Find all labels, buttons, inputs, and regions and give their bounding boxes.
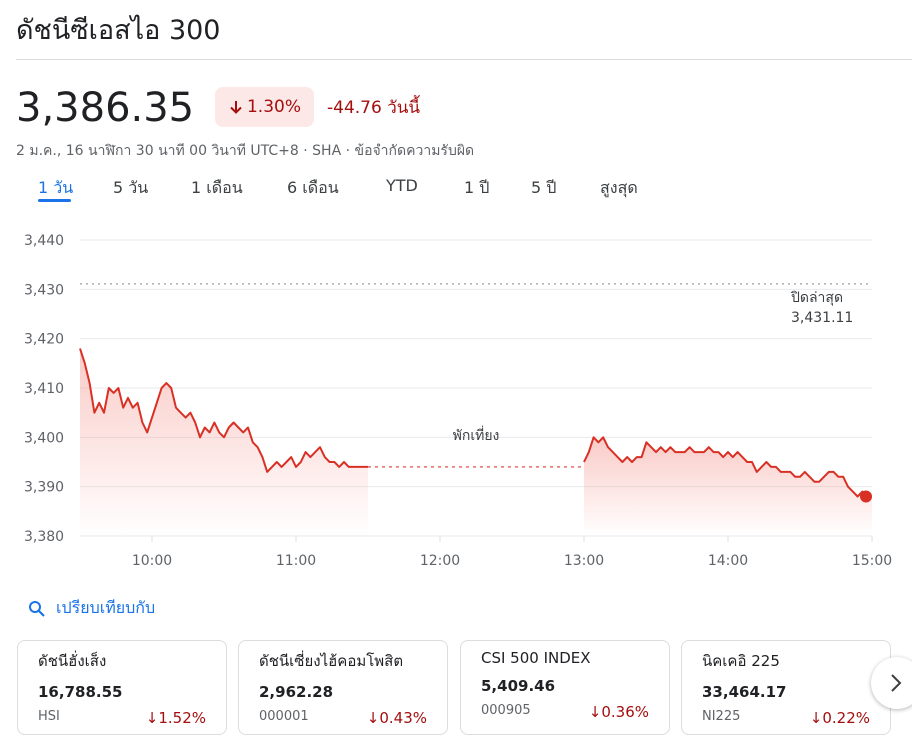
tab-1d[interactable]: 1 วัน bbox=[38, 178, 74, 197]
x-tick-label: 15:00 bbox=[852, 553, 892, 569]
y-tick-label: 3,430 bbox=[24, 282, 64, 298]
tab-6m[interactable]: 6 เดือน bbox=[287, 178, 339, 197]
afternoon-series-area bbox=[584, 437, 872, 536]
change-percent-badge: 1.30% bbox=[215, 87, 314, 127]
tab-ytd[interactable]: YTD bbox=[386, 176, 418, 195]
change-percent: 1.30% bbox=[246, 97, 301, 117]
tab-max[interactable]: สูงสุด bbox=[600, 178, 638, 197]
last-price-marker bbox=[860, 490, 872, 503]
arrow-down-icon: ↓ bbox=[809, 709, 823, 727]
y-tick-label: 3,410 bbox=[24, 381, 64, 397]
card-price: 5,409.46 bbox=[481, 677, 556, 695]
card-symbol: NI225 bbox=[702, 709, 741, 724]
card-change: ↓1.52% bbox=[146, 709, 206, 727]
compare-button[interactable]: เปรียบเทียบกับ bbox=[28, 596, 155, 621]
compare-label: เปรียบเทียบกับ bbox=[56, 598, 156, 617]
change-absolute: -44.76 วันนี้ bbox=[327, 98, 420, 118]
tab-5d[interactable]: 5 วัน bbox=[113, 178, 149, 197]
x-tick-label: 13:00 bbox=[564, 553, 604, 569]
quote-meta: 2 ม.ค., 16 นาฬิกา 30 นาที 00 วินาที UTC+… bbox=[16, 143, 475, 159]
card-price: 16,788.55 bbox=[38, 683, 123, 701]
card-change-value: 0.36% bbox=[601, 703, 649, 721]
card-price: 33,464.17 bbox=[702, 683, 787, 701]
lunch-break-label: พักเที่ยง bbox=[453, 426, 500, 444]
prev-close-label: ปิดล่าสุด bbox=[791, 290, 844, 306]
range-tabs: 1 วัน 5 วัน 1 เดือน 6 เดือน YTD 1 ปี 5 ป… bbox=[0, 172, 912, 212]
search-icon bbox=[29, 600, 45, 617]
card-change-value: 0.43% bbox=[379, 709, 427, 727]
card-name: ดัชนีฮั่งเส็ง bbox=[38, 652, 107, 670]
chevron-right-icon bbox=[891, 674, 902, 692]
card-symbol: 000001 bbox=[259, 709, 309, 724]
y-tick-label: 3,420 bbox=[24, 332, 64, 348]
card-name: ดัชนีเซี่ยงไฮ้คอมโพสิต bbox=[259, 652, 404, 670]
price-chart[interactable]: 3,440 3,430 3,420 3,410 3,400 3,390 3,380 10:00… bbox=[0, 215, 912, 585]
current-price: 3,386.35 bbox=[16, 85, 195, 131]
arrow-down-icon bbox=[230, 101, 242, 114]
compare-card-hsi[interactable]: ดัชนีฮั่งเส็ง 16,788.55 HSI ↓1.52% bbox=[17, 640, 227, 735]
active-tab-indicator bbox=[38, 199, 71, 202]
y-tick-label: 3,400 bbox=[24, 430, 64, 446]
card-change: ↓0.43% bbox=[367, 709, 427, 727]
arrow-down-icon: ↓ bbox=[366, 709, 380, 727]
card-change-value: 1.52% bbox=[158, 709, 206, 727]
prev-close-value: 3,431.11 bbox=[791, 310, 853, 326]
card-change: ↓0.36% bbox=[589, 703, 649, 721]
tab-1y[interactable]: 1 ปี bbox=[464, 178, 490, 197]
y-tick-label: 3,390 bbox=[24, 480, 64, 496]
compare-card-000001[interactable]: ดัชนีเซี่ยงไฮ้คอมโพสิต 2,962.28 000001 ↓… bbox=[238, 640, 448, 735]
card-price: 2,962.28 bbox=[259, 683, 334, 701]
y-tick-label: 3,440 bbox=[24, 233, 64, 249]
x-tick-label: 14:00 bbox=[708, 553, 748, 569]
next-cards-button[interactable] bbox=[871, 657, 912, 709]
card-symbol: HSI bbox=[38, 709, 60, 724]
card-change: ↓0.22% bbox=[810, 709, 870, 727]
compare-card-ni225[interactable]: นิคเคอิ 225 33,464.17 NI225 ↓0.22% bbox=[681, 640, 891, 735]
card-change-value: 0.22% bbox=[822, 709, 870, 727]
tab-1m[interactable]: 1 เดือน bbox=[191, 178, 243, 197]
x-tick-label: 10:00 bbox=[132, 553, 172, 569]
morning-series-area bbox=[80, 348, 368, 536]
page-title: ดัชนีซีเอสไอ 300 bbox=[16, 15, 221, 46]
header-divider bbox=[16, 59, 912, 60]
y-tick-label: 3,380 bbox=[24, 529, 64, 545]
x-tick-label: 12:00 bbox=[420, 553, 460, 569]
arrow-down-icon: ↓ bbox=[145, 709, 159, 727]
card-name: CSI 500 INDEX bbox=[481, 649, 591, 667]
compare-card-000905[interactable]: CSI 500 INDEX 5,409.46 000905 ↓0.36% bbox=[460, 640, 670, 735]
card-name: นิคเคอิ 225 bbox=[702, 652, 780, 670]
tab-5y[interactable]: 5 ปี bbox=[531, 178, 557, 197]
card-symbol: 000905 bbox=[481, 703, 531, 718]
arrow-down-icon: ↓ bbox=[588, 703, 602, 721]
x-tick-label: 11:00 bbox=[276, 553, 316, 569]
